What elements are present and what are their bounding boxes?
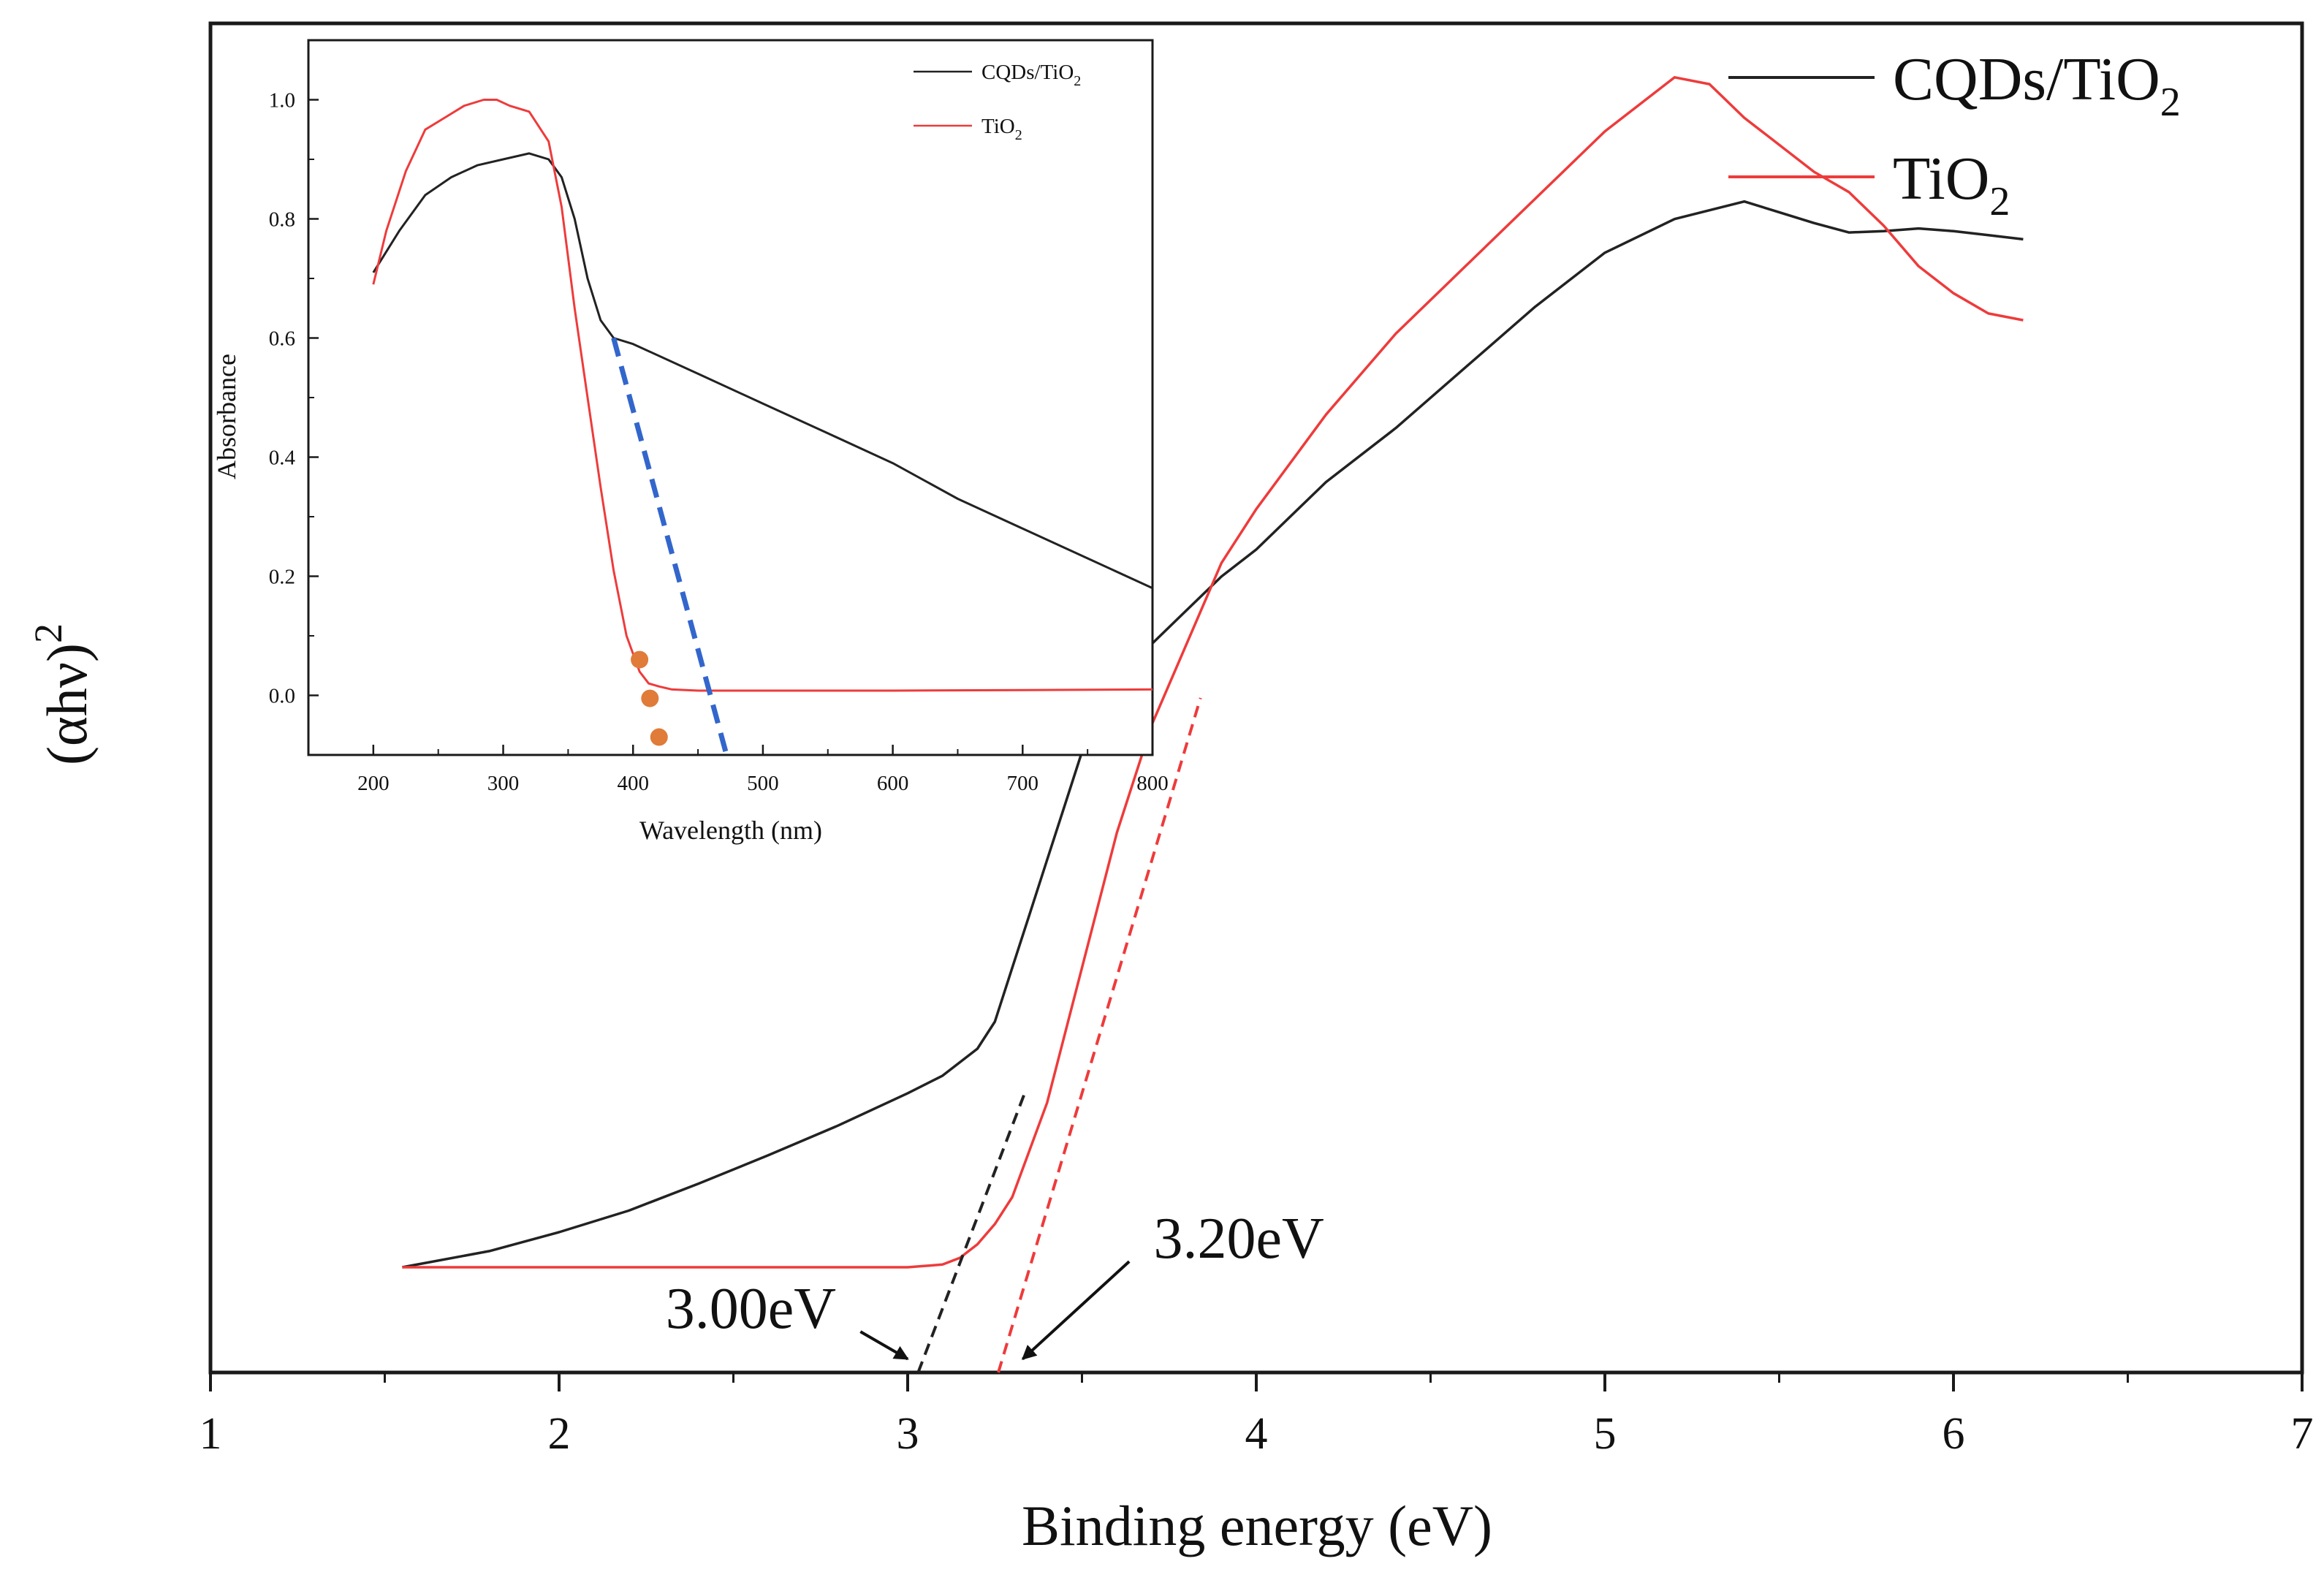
main-legend-label-cqds-tio2-sub: 2	[2160, 80, 2181, 125]
main-legend-label-cqds-tio2: CQDs/TiO2	[1893, 45, 2181, 125]
inset-y-axis-title: Absorbance	[212, 354, 241, 479]
inset-series-line-tio2	[372, 99, 1153, 692]
main-x-tick-label-6: 6	[1943, 1409, 1965, 1459]
main-x-axis-title: Binding energy (eV)	[1022, 1494, 1492, 1557]
main-x-tick-label-1: 1	[200, 1409, 222, 1459]
inset-marker-dot-1	[631, 650, 649, 669]
inset-y-axis-tick-labels: 0.0 0.2 0.4 0.6 0.8 1.0	[269, 89, 296, 708]
main-legend-label-tio2: TiO2	[1893, 145, 2010, 224]
inset-y-axis-ticks	[308, 99, 319, 696]
svg-text:(αhν)2: (αhν)2	[26, 623, 99, 765]
inset-plot-frame	[307, 39, 1154, 756]
main-legend: CQDs/TiO2 TiO2	[1728, 45, 2181, 224]
inset-legend: CQDs/TiO2 TiO2	[914, 61, 1081, 143]
inset-x-axis-title: Wavelength (nm)	[639, 816, 822, 845]
main-annotation-arrow-3-20ev	[1021, 1260, 1131, 1361]
inset-marker-dot-2	[641, 689, 659, 707]
main-legend-label-tio2-sub: 2	[1989, 179, 2010, 224]
main-x-tick-label-3: 3	[897, 1409, 919, 1459]
main-x-tick-label-7: 7	[2291, 1409, 2314, 1459]
main-annotation-label-3-20ev: 3.20eV	[1154, 1207, 1324, 1271]
inset-tangent-line	[611, 337, 729, 756]
inset-legend-label-tio2: TiO2	[981, 115, 1022, 143]
inset-x-tick-label-800: 800	[1136, 772, 1169, 795]
inset-y-tick-label-0-0: 0.0	[269, 685, 295, 708]
inset-x-tick-label-400: 400	[617, 772, 649, 795]
inset-x-tick-label-500: 500	[747, 772, 779, 795]
inset-x-axis-tick-labels: 200 300 400 500 600 700 800	[357, 772, 1169, 795]
main-legend-label-tio2-base: TiO	[1893, 145, 1989, 213]
inset-legend-label-tio2-base: TiO	[981, 115, 1015, 138]
inset-legend-label-cqds-tio2-base: CQDs/TiO	[981, 61, 1074, 84]
inset-series-lines	[372, 99, 1153, 692]
inset-x-tick-label-700: 700	[1007, 772, 1039, 795]
main-annotation-label-3-00ev: 3.00eV	[666, 1277, 836, 1341]
inset-series-line-cqds-tio2	[372, 152, 1153, 590]
inset-y-tick-label-0-4: 0.4	[269, 447, 296, 470]
main-x-tick-label-2: 2	[548, 1409, 571, 1459]
main-tangent-line-2	[997, 697, 1202, 1373]
main-tangent-lines	[916, 697, 1202, 1373]
inset-legend-label-cqds-tio2: CQDs/TiO2	[981, 61, 1081, 89]
inset-legend-label-cqds-tio2-sub: 2	[1074, 73, 1081, 89]
inset-legend-label-tio2-sub: 2	[1015, 127, 1022, 143]
inset-y-tick-label-0-2: 0.2	[269, 566, 295, 589]
inset-x-axis-ticks	[372, 745, 1154, 755]
main-x-tick-label-4: 4	[1245, 1409, 1268, 1459]
inset-y-tick-label-0-6: 0.6	[269, 327, 295, 351]
inset-tangent-and-markers	[611, 337, 729, 756]
main-tangent-line-1	[916, 1088, 1028, 1373]
main-annotations: 3.00eV 3.20eV	[666, 1207, 1324, 1361]
main-x-axis-tick-labels: 1 2 3 4 5 6 7	[200, 1409, 2314, 1459]
main-annotation-arrow-3-00ev	[859, 1330, 909, 1361]
inset-y-tick-label-1-0: 1.0	[269, 89, 295, 113]
main-y-axis-title-sup: 2	[26, 623, 70, 643]
inset-x-tick-label-600: 600	[877, 772, 909, 795]
main-x-axis-ticks	[209, 1372, 2304, 1391]
main-y-axis-title-base: (αhν)	[35, 643, 99, 765]
main-legend-label-cqds-tio2-base: CQDs/TiO	[1893, 45, 2160, 113]
inset-y-tick-label-0-8: 0.8	[269, 208, 295, 232]
inset-x-tick-label-200: 200	[357, 772, 390, 795]
inset-plot: 200 300 400 500 600 700 800 0.0 0.2 0.4 0.6 0.8 1.0…	[212, 39, 1169, 845]
main-y-axis-title: (αhν)2	[26, 623, 99, 765]
inset-x-tick-label-300: 300	[487, 772, 520, 795]
inset-marker-dot-3	[650, 728, 668, 746]
main-x-tick-label-5: 5	[1594, 1409, 1617, 1459]
